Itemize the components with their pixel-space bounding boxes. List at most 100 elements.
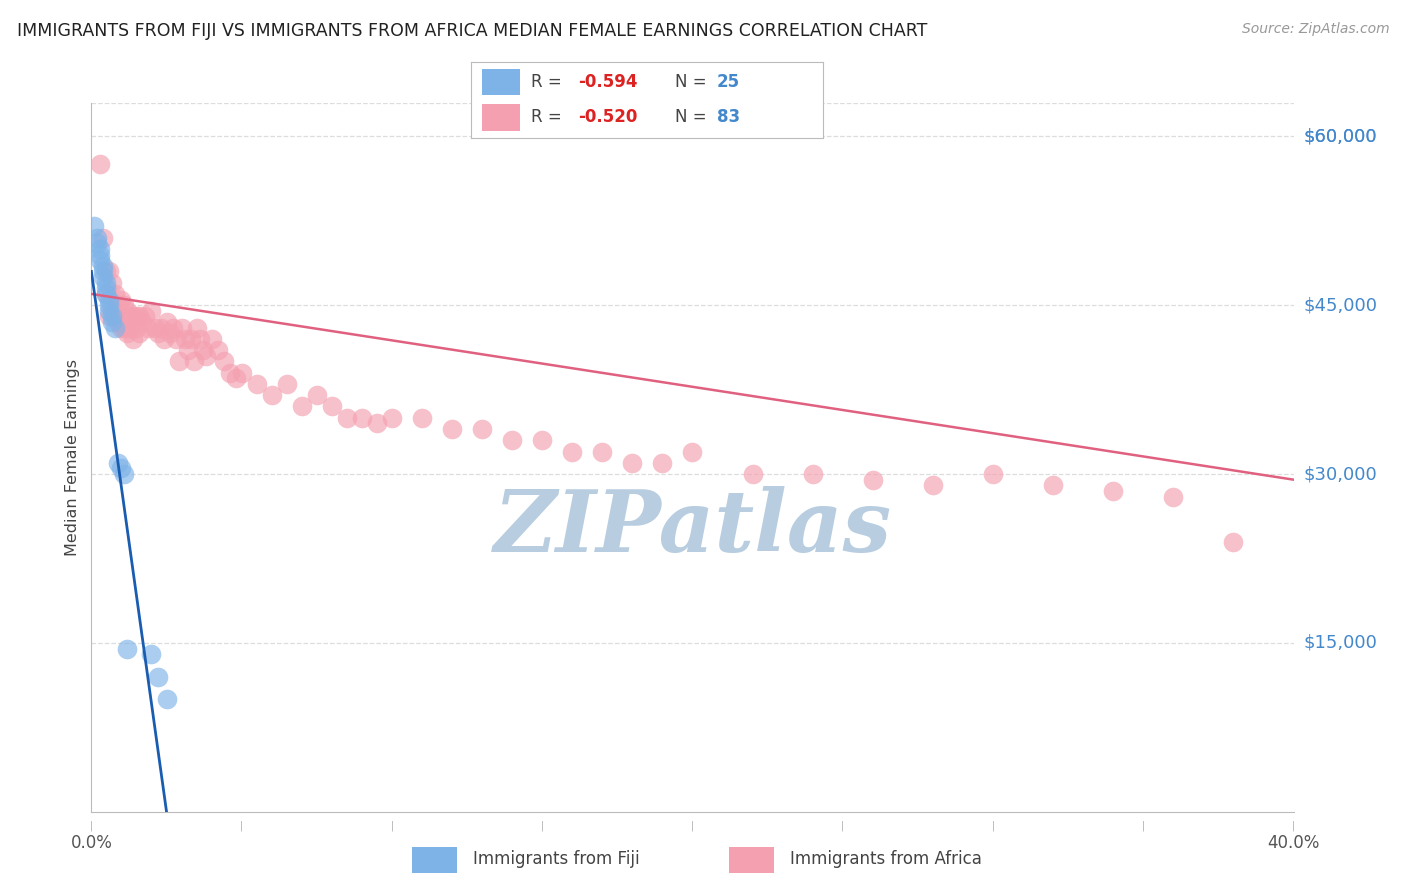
Point <box>107 298 129 312</box>
Point <box>440 422 463 436</box>
Point <box>120 310 142 324</box>
Text: |: | <box>240 821 243 831</box>
Point <box>107 456 129 470</box>
Point <box>741 467 763 481</box>
Point <box>98 264 121 278</box>
Point <box>681 444 703 458</box>
Text: -0.594: -0.594 <box>578 73 638 91</box>
Point <box>212 354 235 368</box>
Point <box>93 230 115 244</box>
Point <box>117 641 139 656</box>
Text: |: | <box>690 821 695 831</box>
Point <box>101 303 124 318</box>
Point <box>207 343 229 358</box>
Point <box>89 157 111 171</box>
Point <box>531 434 554 448</box>
Point <box>336 410 359 425</box>
Point <box>104 320 127 334</box>
Point <box>321 400 343 414</box>
Point <box>149 320 172 334</box>
Text: 25: 25 <box>717 73 740 91</box>
Point <box>180 332 202 346</box>
Point <box>170 320 193 334</box>
Text: -0.520: -0.520 <box>578 109 637 127</box>
Text: |: | <box>841 821 845 831</box>
Point <box>93 264 115 278</box>
Point <box>981 467 1004 481</box>
Point <box>114 320 136 334</box>
Text: |: | <box>1292 821 1295 831</box>
Point <box>350 410 373 425</box>
Point <box>125 310 148 324</box>
Point <box>146 670 169 684</box>
Point <box>621 456 644 470</box>
Point <box>201 332 224 346</box>
Point <box>411 410 433 425</box>
Text: 83: 83 <box>717 109 740 127</box>
Point <box>131 315 153 329</box>
Text: $60,000: $60,000 <box>1303 128 1376 145</box>
Text: |: | <box>90 821 93 831</box>
Point <box>246 376 269 391</box>
Point <box>128 326 150 341</box>
Point <box>165 332 187 346</box>
Point <box>101 315 124 329</box>
Point <box>651 456 673 470</box>
Point <box>1102 483 1125 498</box>
Point <box>96 264 118 278</box>
Y-axis label: Median Female Earnings: Median Female Earnings <box>65 359 80 556</box>
Point <box>89 253 111 268</box>
Point <box>173 332 195 346</box>
Point <box>98 293 121 307</box>
Text: |: | <box>391 821 394 831</box>
Point <box>188 332 211 346</box>
Text: $30,000: $30,000 <box>1303 465 1376 483</box>
Point <box>276 376 298 391</box>
Bar <box>482 69 520 95</box>
Point <box>122 332 145 346</box>
Point <box>1042 478 1064 492</box>
Point <box>114 467 136 481</box>
Text: $60,000: $60,000 <box>1303 128 1376 145</box>
Text: Source: ZipAtlas.com: Source: ZipAtlas.com <box>1241 22 1389 37</box>
Point <box>122 310 145 324</box>
Point <box>591 444 613 458</box>
Point <box>93 259 115 273</box>
Text: N =: N = <box>675 73 711 91</box>
Point <box>104 310 127 324</box>
Point <box>191 343 214 358</box>
Point <box>114 298 136 312</box>
Text: $45,000: $45,000 <box>1303 296 1378 314</box>
Text: Immigrants from Fiji: Immigrants from Fiji <box>474 850 640 868</box>
Point <box>305 388 328 402</box>
Point <box>155 315 177 329</box>
Point <box>291 400 314 414</box>
Point <box>134 310 156 324</box>
Point <box>561 444 583 458</box>
Text: Immigrants from Africa: Immigrants from Africa <box>790 850 983 868</box>
Text: R =: R = <box>531 73 567 91</box>
Bar <box>728 847 775 873</box>
Bar <box>482 104 520 130</box>
Point <box>110 293 132 307</box>
Point <box>110 461 132 475</box>
Point <box>801 467 824 481</box>
Point <box>186 320 208 334</box>
Point <box>89 247 111 261</box>
Point <box>183 354 205 368</box>
Point <box>93 270 115 285</box>
Text: |: | <box>991 821 994 831</box>
Point <box>98 303 121 318</box>
Point <box>162 320 184 334</box>
Point <box>176 343 198 358</box>
Point <box>125 320 148 334</box>
Point <box>501 434 523 448</box>
Point <box>146 326 169 341</box>
Point <box>922 478 945 492</box>
Point <box>143 320 166 334</box>
Point <box>107 315 129 329</box>
Point <box>1161 490 1184 504</box>
Point <box>138 320 160 334</box>
Point <box>471 422 494 436</box>
Point <box>141 303 163 318</box>
